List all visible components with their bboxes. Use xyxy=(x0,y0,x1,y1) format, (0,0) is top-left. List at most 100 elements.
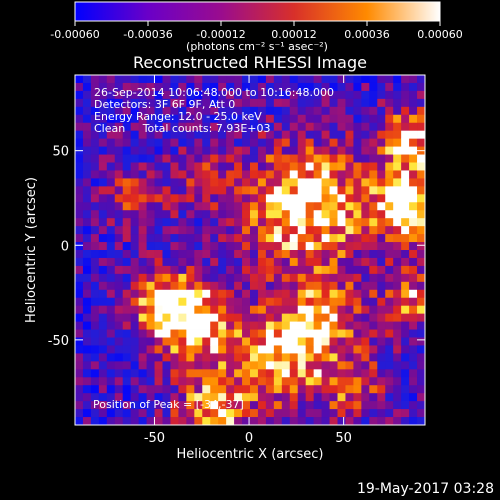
heatmap-cell xyxy=(265,313,275,322)
heatmap-cell xyxy=(417,337,425,346)
heatmap-cell xyxy=(305,98,315,108)
heatmap-cell xyxy=(90,186,100,195)
heatmap-cell xyxy=(281,273,291,283)
heatmap-cell xyxy=(162,106,171,116)
heatmap-cell xyxy=(265,273,275,283)
heatmap-cell xyxy=(385,194,394,203)
heatmap-cell xyxy=(234,202,243,211)
heatmap-cell xyxy=(130,90,140,100)
heatmap-cell xyxy=(106,114,116,124)
heatmap-cell xyxy=(122,297,132,307)
heatmap-cell xyxy=(82,106,92,116)
heatmap-cell xyxy=(210,186,219,195)
heatmap-cell xyxy=(257,90,267,100)
heatmap-cell xyxy=(106,186,116,195)
heatmap-cell xyxy=(297,297,307,307)
heatmap-cell xyxy=(377,250,386,259)
heatmap-cell xyxy=(321,90,330,100)
heatmap-cell xyxy=(297,305,307,315)
heatmap-cell xyxy=(305,138,315,147)
heatmap-cell xyxy=(265,82,275,92)
heatmap-cell xyxy=(194,138,203,147)
heatmap-cell xyxy=(90,194,100,203)
heatmap-cell xyxy=(138,186,147,195)
heatmap-cell xyxy=(281,289,291,299)
heatmap-cell xyxy=(409,337,418,346)
heatmap-cell xyxy=(90,226,100,235)
heatmap-cell xyxy=(162,289,171,299)
heatmap-cell xyxy=(313,210,322,219)
heatmap-cell xyxy=(417,321,425,330)
heatmap-cell xyxy=(313,146,322,155)
heatmap-cell xyxy=(345,242,354,251)
heatmap-cell xyxy=(194,385,203,394)
heatmap-cell xyxy=(281,250,291,259)
heatmap-cell xyxy=(417,257,425,267)
heatmap-cell xyxy=(242,409,251,418)
heatmap-cell xyxy=(265,377,275,386)
heatmap-cell xyxy=(242,226,251,235)
heatmap-cell xyxy=(242,265,251,275)
heatmap-cell xyxy=(281,393,291,402)
heatmap-cell xyxy=(226,417,235,425)
heatmap-cell xyxy=(297,353,307,362)
heatmap-cell xyxy=(210,242,219,251)
heatmap-cell xyxy=(250,242,259,251)
heatmap-cell xyxy=(178,178,187,187)
heatmap-cell xyxy=(257,345,267,354)
heatmap-cell xyxy=(345,202,354,211)
heatmap-cell xyxy=(186,146,195,155)
heatmap-cell xyxy=(210,146,219,155)
heatmap-cell xyxy=(385,90,394,100)
heatmap-cell xyxy=(234,186,243,195)
heatmap-cell xyxy=(297,369,307,378)
heatmap-cell xyxy=(82,170,92,179)
colorbar-tick-label: -0.00036 xyxy=(123,28,172,41)
heatmap-cell xyxy=(329,417,338,425)
heatmap-cell xyxy=(345,226,354,235)
heatmap-cell xyxy=(361,313,370,322)
heatmap-cell xyxy=(226,98,235,108)
heatmap-cell xyxy=(154,313,163,322)
heatmap-cell xyxy=(242,393,251,402)
heatmap-cell xyxy=(250,114,259,124)
heatmap-cell xyxy=(170,257,179,267)
heatmap-cell xyxy=(305,162,315,171)
heatmap-cell xyxy=(122,202,132,211)
annotation-block: 26-Sep-2014 10:06:48.000 to 10:16:48.000… xyxy=(94,86,334,135)
heatmap-cell xyxy=(345,369,354,378)
heatmap-cell xyxy=(106,130,116,140)
heatmap-cell xyxy=(273,114,283,124)
heatmap-cell xyxy=(202,170,211,179)
heatmap-cell xyxy=(289,305,299,315)
heatmap-cell xyxy=(178,234,187,243)
heatmap-cell xyxy=(210,257,219,267)
heatmap-cell xyxy=(234,242,243,251)
heatmap-cell xyxy=(409,178,418,187)
heatmap-cell xyxy=(82,98,92,108)
heatmap-cell xyxy=(377,281,386,291)
heatmap-cell xyxy=(154,122,163,132)
heatmap-cell xyxy=(130,329,140,338)
heatmap-cell xyxy=(90,257,100,267)
heatmap-cell xyxy=(305,210,315,219)
heatmap-cell xyxy=(226,218,235,227)
heatmap-cell xyxy=(202,82,211,92)
heatmap-cell xyxy=(138,122,147,132)
heatmap-cell xyxy=(417,98,425,108)
heatmap-cell xyxy=(329,321,338,330)
heatmap-cell xyxy=(265,186,275,195)
heatmap-cell xyxy=(393,250,402,259)
heatmap-cell xyxy=(234,305,243,315)
heatmap-cell xyxy=(210,178,219,187)
heatmap-cell xyxy=(321,329,330,338)
heatmap-cell xyxy=(369,297,378,307)
heatmap-cell xyxy=(337,273,346,283)
heatmap-cell xyxy=(377,186,386,195)
heatmap-cell xyxy=(122,218,132,227)
heatmap-cell xyxy=(417,154,425,163)
heatmap-cell xyxy=(106,210,116,219)
heatmap-cell xyxy=(361,75,370,84)
heatmap-cell xyxy=(393,114,402,124)
heatmap-cell xyxy=(122,226,132,235)
